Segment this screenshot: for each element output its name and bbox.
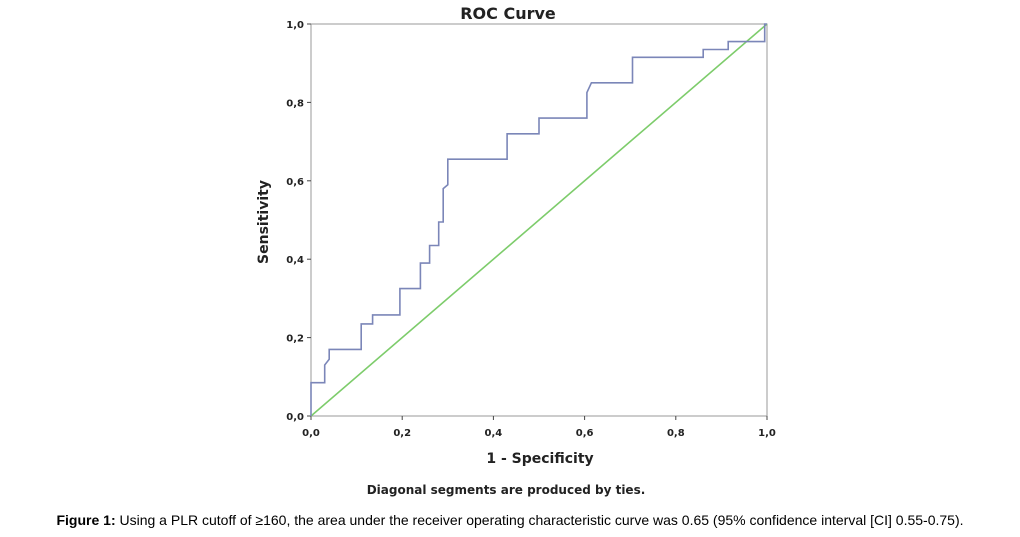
chart-title: ROC Curve [460,4,556,23]
roc-series-line [310,23,767,416]
x-axis-title: 1 - Specificity [486,451,593,467]
roc-chart: ROC Curve 0,0 0,2 0,4 0,6 0,8 1,0 0,0 0,2 0,4 0,6… [256,4,776,497]
y-axis-title: Sensitivity [256,180,272,264]
x-tick-label: 0,6 [576,428,594,439]
reference-line-series-line [310,23,768,417]
x-tick-label: 1,0 [758,428,776,439]
y-tick-label: 0,0 [286,412,304,423]
axes: 0,0 0,2 0,4 0,6 0,8 1,0 0,0 0,2 0,4 0,6 0,8 1,0 [286,20,776,439]
series-layer [310,23,768,417]
x-tick-label: 0,2 [393,428,411,439]
y-tick-label: 0,8 [286,98,304,109]
figure-label: Figure 1: [56,512,116,528]
y-tick-label: 0,6 [286,177,304,188]
figure-caption-text: Using a PLR cutoff of ≥160, the area und… [119,512,964,528]
y-tick-label: 0,4 [286,255,304,266]
x-tick-label: 0,4 [485,428,503,439]
x-tick-label: 0,0 [302,428,320,439]
chart-footnote: Diagonal segments are produced by ties. [367,483,646,497]
x-tick-label: 0,8 [667,428,685,439]
y-tick-label: 1,0 [286,20,304,31]
y-tick-label: 0,2 [286,334,304,345]
figure-caption: Figure 1: Using a PLR cutoff of ≥160, th… [0,512,1020,528]
